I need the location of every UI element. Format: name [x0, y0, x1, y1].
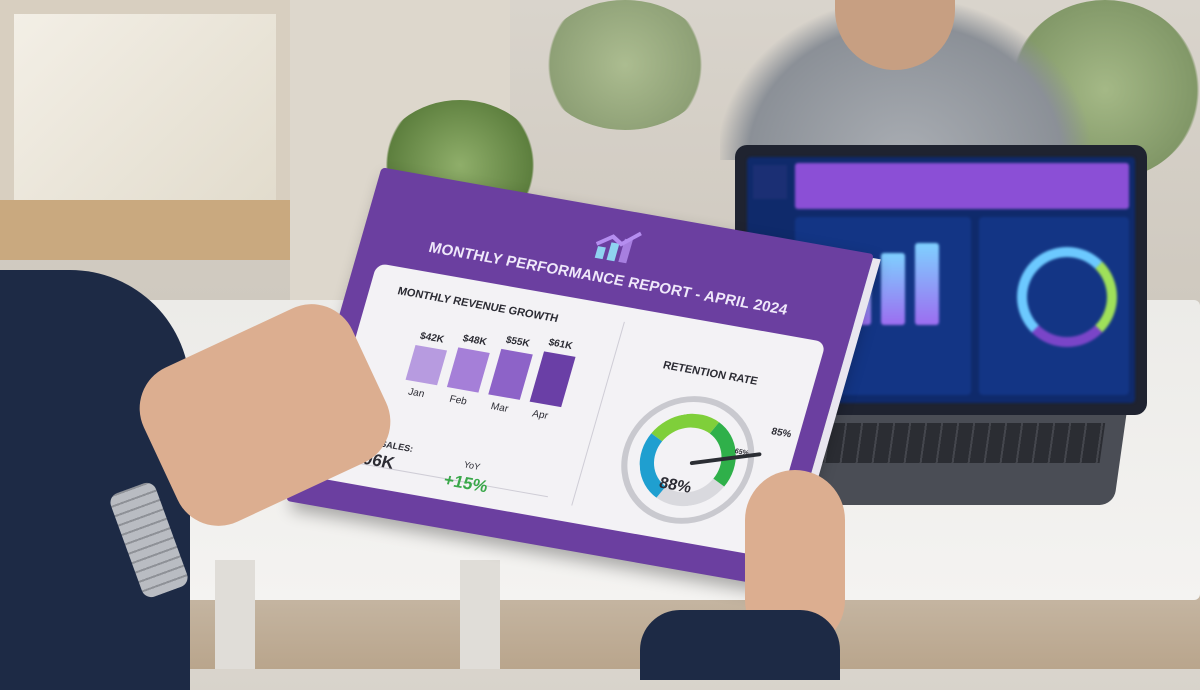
keys — [809, 423, 1106, 463]
dashboard-logo-icon — [753, 165, 787, 199]
window-sill — [0, 200, 340, 260]
dashboard-bar — [881, 253, 905, 325]
dashboard-gauge-panel — [979, 217, 1129, 395]
revenue-bar — [488, 349, 533, 400]
revenue-bar — [405, 345, 447, 386]
report-booklet: MONTHLY PERFORMANCE REPORT - APRIL 2024 … — [285, 167, 881, 593]
yoy-label: YoY — [462, 459, 482, 472]
bar-value-label: $55K — [504, 334, 531, 350]
sleeve — [640, 610, 840, 680]
divider — [571, 321, 625, 506]
chart-growth-icon — [594, 231, 642, 264]
desk-leg — [215, 560, 255, 669]
bar-month-label: Feb — [448, 393, 469, 408]
bar-value-label: $42K — [418, 331, 446, 346]
window — [0, 0, 290, 215]
revenue-bar — [446, 347, 490, 393]
revenue-bar — [529, 351, 576, 408]
dashboard-header — [795, 163, 1129, 209]
bar-month-label: Mar — [489, 401, 510, 415]
bar-month-label: Apr — [530, 408, 550, 422]
bar-value-label: $48K — [461, 333, 488, 349]
dashboard-gauge — [1017, 247, 1117, 347]
dashboard-bar — [915, 243, 939, 325]
yoy-value: +15% — [441, 470, 491, 497]
gauge-target-label: 85% — [769, 426, 793, 441]
desk-leg — [460, 560, 500, 669]
plant — [540, 0, 710, 130]
sleeve — [0, 270, 190, 690]
bar-value-label: $61K — [547, 337, 574, 353]
retention-heading: RETENTION RATE — [661, 359, 760, 388]
revenue-heading: MONTHLY REVENUE GROWTH — [396, 285, 560, 326]
bar-month-label: Jan — [406, 386, 426, 401]
